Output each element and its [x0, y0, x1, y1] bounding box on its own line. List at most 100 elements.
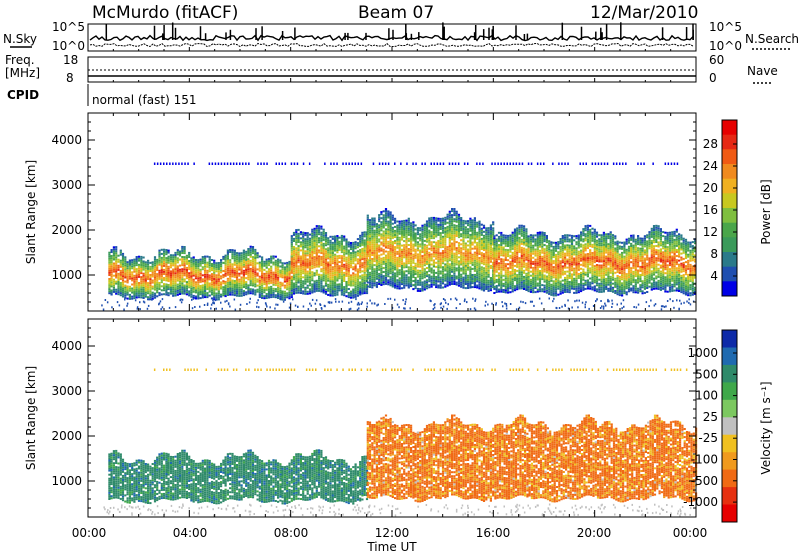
heatmap-cell — [292, 248, 296, 251]
heatmap-cell — [412, 271, 415, 274]
heatmap-cell — [419, 259, 422, 262]
heatmap-cell — [492, 267, 495, 270]
heatmap-cell — [115, 292, 118, 295]
heatmap-cell — [256, 262, 259, 265]
heatmap-cell — [110, 281, 113, 284]
heatmap-cell — [419, 265, 422, 268]
heatmap-cell — [378, 281, 381, 283]
heatmap-cell — [299, 257, 302, 260]
heatmap-cell — [435, 243, 438, 246]
heatmap-cell — [356, 244, 359, 247]
heatmap-cell — [407, 233, 410, 236]
heatmap-cell — [306, 232, 309, 235]
heatmap-cell — [119, 253, 122, 256]
heatmap-cell — [407, 260, 410, 263]
heatmap-cell — [536, 252, 539, 255]
heatmap-cell — [414, 283, 417, 286]
heatmap-cell — [480, 258, 483, 261]
heatmap-cell — [453, 260, 456, 263]
heatmap-cell — [318, 245, 321, 248]
heatmap-cell — [378, 246, 381, 249]
heatmap-cell — [324, 238, 328, 241]
heatmap-cell — [467, 278, 470, 281]
heatmap-cell — [190, 295, 193, 298]
heatmap-cell — [368, 221, 372, 224]
heatmap-cell — [548, 260, 551, 263]
heatmap-cell — [224, 291, 227, 293]
heatmap-cell — [425, 226, 429, 229]
heatmap-cell — [394, 262, 397, 265]
heatmap-cell — [140, 264, 143, 266]
heatmap-cell — [340, 261, 343, 264]
heatmap-cell — [437, 250, 440, 253]
heatmap-cell — [471, 263, 474, 266]
heatmap-cell — [419, 275, 422, 278]
heatmap-cell — [371, 225, 374, 228]
heatmap-cell — [128, 273, 131, 276]
heatmap-cell — [199, 293, 202, 296]
heatmap-cell — [324, 264, 328, 267]
heatmap-cell — [140, 284, 143, 287]
heatmap-cell — [387, 228, 390, 231]
heatmap-cell — [349, 242, 353, 244]
heatmap-cell — [518, 240, 521, 243]
heatmap-cell — [391, 269, 394, 272]
heatmap-cell — [345, 266, 348, 269]
heatmap-cell — [235, 258, 239, 261]
heatmap-cell — [270, 292, 273, 294]
heatmap-cell — [382, 277, 385, 280]
heatmap-cell — [523, 259, 526, 262]
heatmap-cell — [500, 248, 503, 251]
heatmap-cell — [485, 261, 488, 264]
heatmap-cell — [226, 269, 229, 272]
heatmap-cell — [352, 246, 355, 248]
heatmap-cell — [233, 273, 236, 276]
heatmap-cell — [525, 234, 528, 237]
heatmap-cell — [446, 246, 449, 249]
heatmap-cell — [318, 227, 321, 230]
heatmap-cell — [327, 249, 330, 252]
heatmap-cell — [437, 260, 440, 263]
heatmap-cell — [382, 258, 385, 261]
heatmap-cell — [419, 277, 422, 280]
heatmap-cell — [322, 263, 325, 266]
heatmap-cell — [428, 229, 431, 232]
heatmap-cell — [368, 235, 372, 238]
heatmap-cell — [403, 225, 406, 228]
heatmap-cell — [467, 250, 470, 253]
heatmap-cell — [204, 271, 207, 274]
heatmap-cell — [378, 254, 381, 257]
heatmap-cell — [245, 291, 248, 294]
heatmap-cell — [331, 282, 334, 285]
heatmap-cell — [446, 268, 449, 271]
heatmap-cell — [538, 272, 542, 274]
heatmap-cell — [407, 282, 410, 285]
heatmap-cell — [336, 251, 339, 254]
heatmap-cell — [256, 284, 259, 287]
heatmap-cell — [311, 242, 314, 245]
heatmap-cell — [281, 294, 284, 297]
heatmap-cell — [213, 286, 216, 289]
heatmap-cell — [178, 250, 182, 253]
heatmap-cell — [174, 276, 177, 279]
heatmap-cell — [288, 264, 291, 267]
heatmap-cell — [235, 272, 239, 275]
heatmap-cell — [131, 265, 134, 268]
heatmap-cell — [500, 231, 503, 234]
heatmap-cell — [480, 252, 483, 255]
heatmap-cell — [453, 266, 456, 269]
heatmap-cell — [322, 287, 325, 290]
heatmap-cell — [299, 245, 302, 248]
heatmap-cell — [242, 290, 245, 293]
heatmap-cell — [403, 246, 406, 249]
heatmap-cell — [359, 238, 362, 241]
heatmap-cell — [457, 262, 461, 265]
heatmap-cell — [315, 257, 318, 260]
heatmap-cell — [396, 285, 399, 288]
heatmap-cell — [263, 287, 266, 290]
heatmap-cell — [163, 264, 166, 267]
heatmap-cell — [160, 273, 163, 276]
heatmap-cell — [416, 229, 419, 232]
heatmap-cell — [340, 293, 343, 296]
heatmap-cell — [373, 225, 376, 228]
